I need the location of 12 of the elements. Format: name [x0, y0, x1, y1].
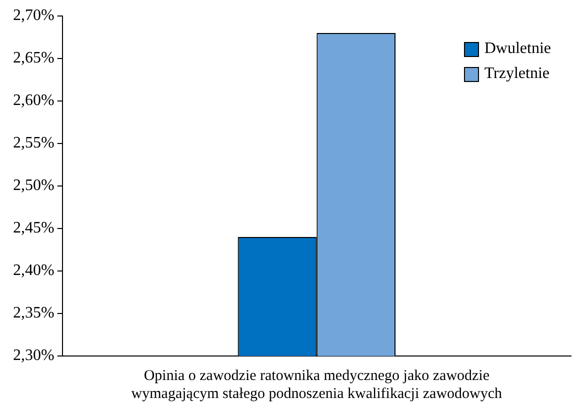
y-tick-label: 2,65% [13, 50, 54, 67]
y-tick-label: 2,70% [13, 7, 54, 24]
x-tick-label: Opinia o zawodzie ratownika medycznego jako zawodzie wymagającym stałego podnoszenia kwalifikacji zawodowych [131, 368, 503, 402]
y-tick-label: 2,40% [13, 262, 54, 280]
y-tick-label: 2,60% [13, 92, 54, 110]
y-tick-label: 2,35% [13, 304, 54, 322]
y-tick-label: 2,30% [13, 347, 54, 364]
legend-label: Dwuletnie [484, 40, 551, 58]
y-tick-label: 2,50% [13, 177, 54, 194]
y-tick-label: 2,45% [13, 220, 54, 237]
legend-label: Trzyletnie [484, 65, 550, 83]
y-tick-label: 2,55% [13, 134, 54, 152]
